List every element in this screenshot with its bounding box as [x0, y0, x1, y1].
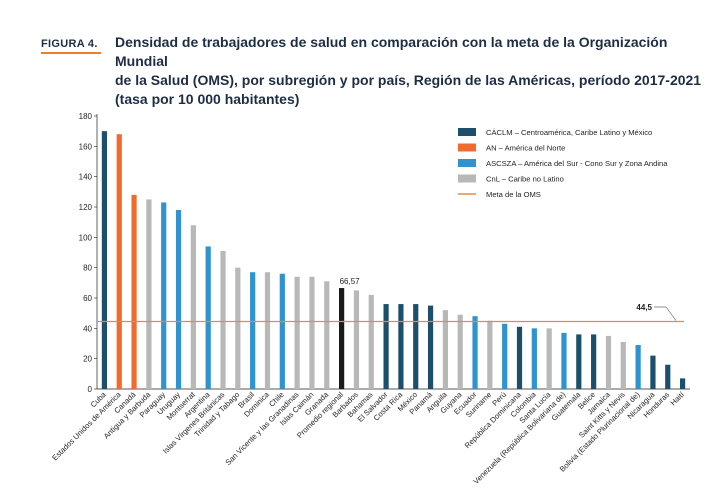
- bar: [561, 332, 567, 389]
- y-tick-label: 100: [79, 233, 93, 242]
- bar: [665, 364, 671, 389]
- target-callout-leader: [665, 306, 677, 321]
- bar: [220, 250, 226, 389]
- bar: [620, 341, 626, 389]
- bar: [383, 304, 389, 389]
- bar: [472, 316, 478, 389]
- figure-label-underline: [41, 52, 101, 54]
- y-tick-label: 80: [83, 264, 92, 273]
- legend-label: ASCSZA – América del Sur - Cono Sur y Zo…: [486, 159, 668, 168]
- bar: [324, 281, 330, 389]
- x-tick-label: Haití: [669, 389, 687, 407]
- bar: [116, 134, 122, 389]
- figure-label: FIGURA 4.: [41, 38, 98, 50]
- bar: [250, 272, 256, 389]
- bar: [353, 290, 360, 389]
- bar: [442, 310, 448, 389]
- bar: [576, 334, 582, 389]
- bar: [339, 288, 345, 389]
- bar: [161, 202, 167, 389]
- legend-swatch: [458, 174, 476, 183]
- bar: [502, 323, 508, 389]
- legend-label: CȦCLM – Centroamérica, Caribe Latino y …: [486, 128, 652, 137]
- chart-title-line-1: Densidad de trabajadores de salud en com…: [115, 34, 668, 69]
- bar: [457, 314, 463, 389]
- bar: [309, 276, 315, 389]
- bar: [413, 304, 419, 389]
- y-tick-label: 0: [88, 385, 93, 394]
- legend-label: AN – América del Norte: [486, 144, 565, 153]
- bar: [235, 267, 241, 389]
- chart-title-line-2: de la Salud (OMS), por subregión y por p…: [115, 72, 702, 88]
- legend-label: CnL – Caribe no Latino: [486, 175, 564, 184]
- bar: [591, 334, 597, 389]
- bar: [264, 272, 271, 389]
- bar: [679, 378, 686, 389]
- bar: [531, 328, 537, 389]
- legend-swatch: [458, 159, 476, 167]
- y-tick-label: 180: [79, 112, 93, 121]
- bar: [175, 210, 182, 389]
- y-tick-label: 140: [79, 173, 93, 182]
- bar: [427, 305, 434, 389]
- bar: [205, 246, 211, 389]
- y-tick-label: 60: [83, 294, 92, 303]
- legend-label: Meta de la OMS: [486, 190, 541, 199]
- y-tick-label: 40: [83, 324, 92, 333]
- bar: [101, 131, 108, 389]
- bar: [546, 328, 552, 389]
- y-tick-label: 160: [79, 142, 93, 151]
- legend-swatch: [458, 143, 476, 152]
- y-tick-label: 120: [79, 203, 93, 212]
- bar: [190, 225, 196, 389]
- chart-title-line-3: (tasa por 10 000 habitantes): [115, 91, 300, 107]
- y-tick-label: 20: [83, 355, 92, 364]
- bar: [605, 335, 612, 389]
- bar: [650, 355, 656, 389]
- legend-swatch: [458, 128, 476, 136]
- bar: [398, 304, 404, 389]
- bar: [131, 194, 137, 389]
- chart-title: Densidad de trabajadores de salud en com…: [115, 33, 705, 109]
- bar: [279, 273, 285, 389]
- bar: [368, 294, 374, 389]
- bar: [294, 276, 300, 389]
- bar: [516, 326, 523, 389]
- bar: [146, 199, 152, 389]
- bar: [635, 345, 641, 389]
- bar: [487, 320, 493, 389]
- target-value-label: 44,5: [636, 303, 652, 312]
- regional-average-label: 66,57: [340, 277, 361, 286]
